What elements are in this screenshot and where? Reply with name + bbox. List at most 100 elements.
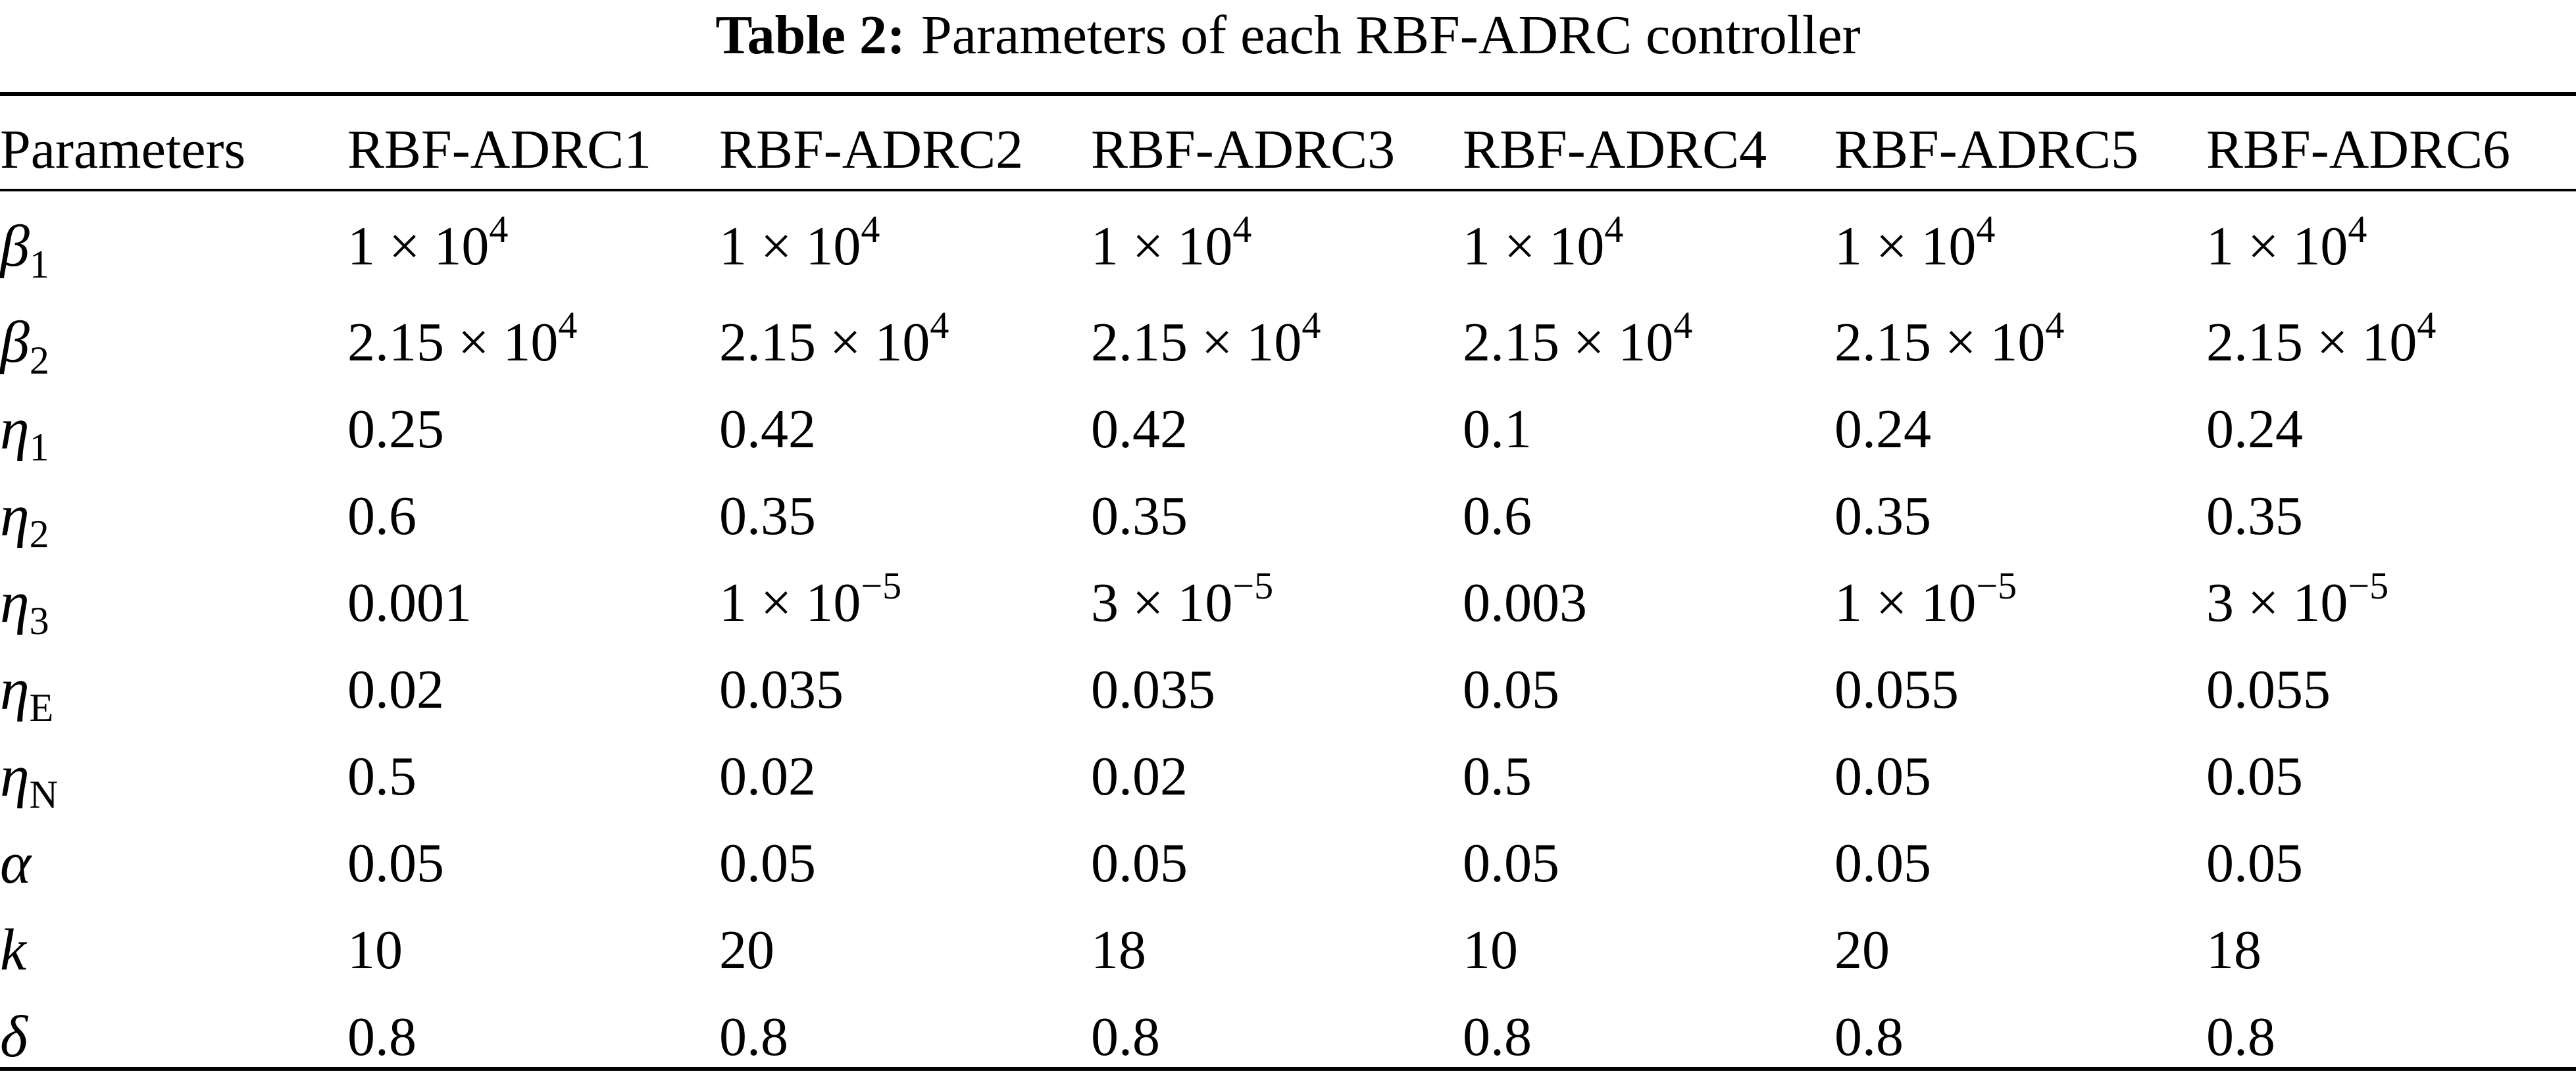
- parameter-value-exponent: 4: [1604, 207, 1624, 251]
- parameter-value: 2.15 × 10: [719, 311, 930, 373]
- parameter-value: 0.6: [347, 485, 417, 547]
- parameter-value-cell: 1 × 104: [1463, 193, 1834, 299]
- parameter-value-cell: 2.15 × 104: [719, 299, 1091, 385]
- parameter-value: 20: [1834, 919, 1890, 981]
- parameter-value-cell: 0.24: [2206, 385, 2576, 472]
- parameter-symbol-subscript: E: [29, 685, 54, 729]
- parameter-value: 0.02: [719, 745, 816, 807]
- parameter-value-cell: 0.8: [719, 993, 1091, 1080]
- table-row: β2 2.15 × 104 2.15 × 104 2.15 × 104 2.15 × 1…: [0, 299, 2576, 385]
- parameter-value-cell: 0.1: [1463, 385, 1834, 472]
- parameter-value-cell: 0.035: [719, 646, 1091, 733]
- parameter-value: 0.8: [1463, 1006, 1532, 1068]
- parameter-value-cell: 0.05: [719, 820, 1091, 906]
- parameter-value-cell: 20: [719, 906, 1091, 993]
- header-controller: RBF-ADRC1: [347, 118, 652, 180]
- parameter-value-exponent: 4: [930, 303, 949, 347]
- parameter-value-cell: 0.8: [1091, 993, 1463, 1080]
- parameter-value-exponent: 4: [1976, 207, 1996, 251]
- parameter-symbol: η2: [0, 472, 347, 559]
- parameter-value-cell: 0.05: [1463, 820, 1834, 906]
- parameter-value: 0.05: [347, 832, 444, 894]
- parameter-value-cell: 0.05: [347, 820, 719, 906]
- parameter-value: 0.035: [719, 658, 844, 720]
- parameter-value-cell: 0.035: [1091, 646, 1463, 733]
- table-row: ηE 0.02 0.035 0.035 0.05 0.055 0.055: [0, 646, 2576, 733]
- parameter-value: 10: [347, 919, 403, 981]
- parameter-value: 0.05: [719, 832, 816, 894]
- parameter-value: 0.05: [2206, 832, 2303, 894]
- parameter-value: 0.42: [1091, 398, 1188, 460]
- parameter-symbol-base: η: [0, 656, 30, 722]
- parameter-value-exponent: 4: [1673, 303, 1693, 347]
- parameter-value-cell: 0.35: [1834, 472, 2206, 559]
- parameter-symbol-base: β: [0, 309, 30, 375]
- parameter-value-cell: 0.001: [347, 559, 719, 646]
- parameter-value-cell: 0.6: [347, 472, 719, 559]
- parameter-value-exponent: −5: [1232, 564, 1274, 607]
- parameter-value-cell: 0.25: [347, 385, 719, 472]
- parameter-value-cell: 0.8: [347, 993, 719, 1080]
- parameter-value: 0.5: [347, 745, 417, 807]
- table-row: δ 0.8 0.8 0.8 0.8 0.8 0.8: [0, 993, 2576, 1080]
- parameter-value: 2.15 × 10: [2206, 311, 2417, 373]
- parameter-value-cell: 1 × 10−5: [719, 559, 1091, 646]
- parameter-value-cell: 0.055: [2206, 646, 2576, 733]
- table-top-rule: [0, 92, 2576, 96]
- parameter-value-cell: 0.5: [347, 733, 719, 820]
- parameter-value: 0.24: [2206, 398, 2303, 460]
- parameter-value: 0.6: [1463, 485, 1532, 547]
- parameter-value: 1 × 10: [719, 572, 861, 633]
- header-controller: RBF-ADRC3: [1091, 118, 1396, 180]
- parameter-symbol-base: α: [0, 830, 32, 896]
- parameter-value: 0.001: [347, 572, 472, 633]
- parameter-symbol: η3: [0, 559, 347, 646]
- parameter-value-cell: 3 × 10−5: [1091, 559, 1463, 646]
- parameter-symbol: β1: [0, 193, 347, 299]
- parameter-value: 18: [1091, 919, 1146, 981]
- parameter-value: 0.8: [1834, 1006, 1904, 1068]
- header-controller: RBF-ADRC6: [2206, 118, 2511, 180]
- parameter-value-cell: 0.35: [719, 472, 1091, 559]
- parameter-value: 0.055: [2206, 658, 2331, 720]
- parameter-value: 2.15 × 10: [1463, 311, 1674, 373]
- parameter-value: 0.05: [1463, 658, 1559, 720]
- parameter-value-exponent: 4: [1232, 207, 1252, 251]
- parameter-value: 1 × 10: [719, 215, 861, 277]
- parameter-value: 10: [1463, 919, 1518, 981]
- table-row: β1 1 × 104 1 × 104 1 × 104 1 × 104 1 × 104 1 ×…: [0, 193, 2576, 299]
- parameters-table: Parameters RBF-ADRC1 RBF-ADRC2 RBF-ADRC3…: [0, 105, 2576, 1080]
- parameter-value-exponent: 4: [489, 207, 509, 251]
- parameter-value-cell: 0.35: [2206, 472, 2576, 559]
- parameter-symbol-subscript: N: [29, 772, 58, 816]
- parameter-value-cell: 0.05: [1834, 733, 2206, 820]
- table-row: ηN 0.5 0.02 0.02 0.5 0.05 0.05: [0, 733, 2576, 820]
- parameter-value-exponent: 4: [2417, 303, 2437, 347]
- parameter-symbol-base: η: [0, 743, 30, 809]
- parameter-value: 0.8: [719, 1006, 788, 1068]
- parameter-value: 1 × 10: [2206, 215, 2348, 277]
- parameter-value: 0.05: [2206, 745, 2303, 807]
- parameter-value: 0.8: [1091, 1006, 1160, 1068]
- parameter-value-exponent: 4: [861, 207, 880, 251]
- header-parameters: Parameters: [0, 118, 246, 180]
- parameter-value-cell: 0.24: [1834, 385, 2206, 472]
- parameter-value: 1 × 10: [1834, 215, 1977, 277]
- parameter-value-exponent: 4: [2348, 207, 2367, 251]
- parameter-value: 2.15 × 10: [1834, 311, 2046, 373]
- parameter-value: 0.35: [1834, 485, 1931, 547]
- parameter-value-cell: 1 × 104: [1091, 193, 1463, 299]
- table-caption-text: Parameters of each RBF-ADRC controller: [921, 5, 1861, 66]
- parameter-value-cell: 0.05: [2206, 820, 2576, 906]
- parameter-symbol: k: [0, 906, 347, 993]
- parameter-symbol-base: k: [0, 917, 26, 983]
- parameter-value-cell: 0.5: [1463, 733, 1834, 820]
- parameter-value-cell: 10: [347, 906, 719, 993]
- table-header-rule: [0, 189, 2576, 191]
- parameter-value: 0.42: [719, 398, 816, 460]
- parameter-symbol: α: [0, 820, 347, 906]
- parameter-symbol-base: η: [0, 483, 30, 549]
- parameter-value: 1 × 10: [1463, 215, 1605, 277]
- parameter-symbol: ηE: [0, 646, 347, 733]
- parameter-symbol: ηN: [0, 733, 347, 820]
